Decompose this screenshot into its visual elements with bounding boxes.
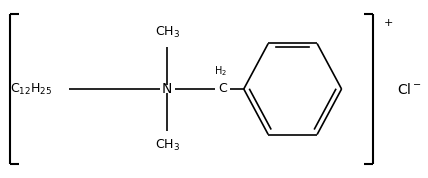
Text: Cl$^-$: Cl$^-$	[397, 82, 422, 96]
Text: C: C	[218, 82, 227, 96]
Text: CH$_3$: CH$_3$	[155, 138, 180, 153]
Text: +: +	[383, 18, 393, 28]
Text: C$_{12}$H$_{25}$: C$_{12}$H$_{25}$	[10, 82, 52, 96]
Text: N: N	[162, 82, 172, 96]
Text: CH$_3$: CH$_3$	[155, 25, 180, 40]
Text: H$_2$: H$_2$	[214, 64, 227, 78]
